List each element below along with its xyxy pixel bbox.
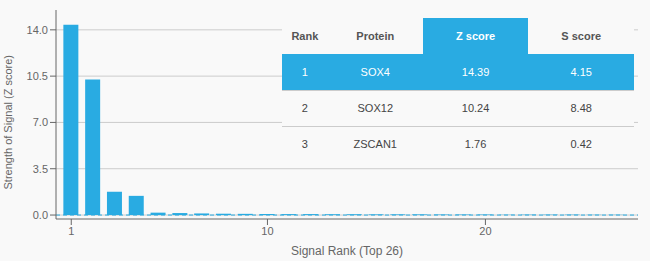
svg-text:Strength of Signal (Z score): Strength of Signal (Z score) [8,55,14,190]
svg-text:20: 20 [479,225,491,237]
html-text:Z score: Z score [456,30,496,42]
html-text:ZSCAN1: ZSCAN1 [353,138,397,151]
svg-text:Signal Rank (Top 26): Signal Rank (Top 26) [291,244,403,258]
html-text:1: 1 [301,65,308,78]
html-text:2: 2 [301,102,308,114]
html-text:SOX4: SOX4 [360,65,390,78]
svg-text:1: 1 [68,225,74,237]
html-text:4.15: 4.15 [570,65,592,78]
html-text:3: 3 [301,138,308,151]
svg-text:10.5: 10.5 [27,70,48,82]
svg-text:14.0: 14.0 [27,24,48,36]
html-text:8.48: 8.48 [570,102,592,114]
svg-text:10: 10 [261,225,273,237]
svg-text:0.0: 0.0 [33,209,48,221]
html-text:14.39: 14.39 [461,65,490,78]
html-text:SOX12: SOX12 [357,102,393,114]
html-text:1.76: 1.76 [464,138,487,151]
html-text:0.42: 0.42 [570,138,592,151]
html-text:10.24: 10.24 [461,102,490,114]
svg-text:3.5: 3.5 [33,163,48,175]
html-text:Rank: Rank [291,30,319,42]
svg-text:7.0: 7.0 [33,116,48,128]
html-text:S score: S score [561,30,602,42]
html-text:Protein: Protein [356,30,395,42]
